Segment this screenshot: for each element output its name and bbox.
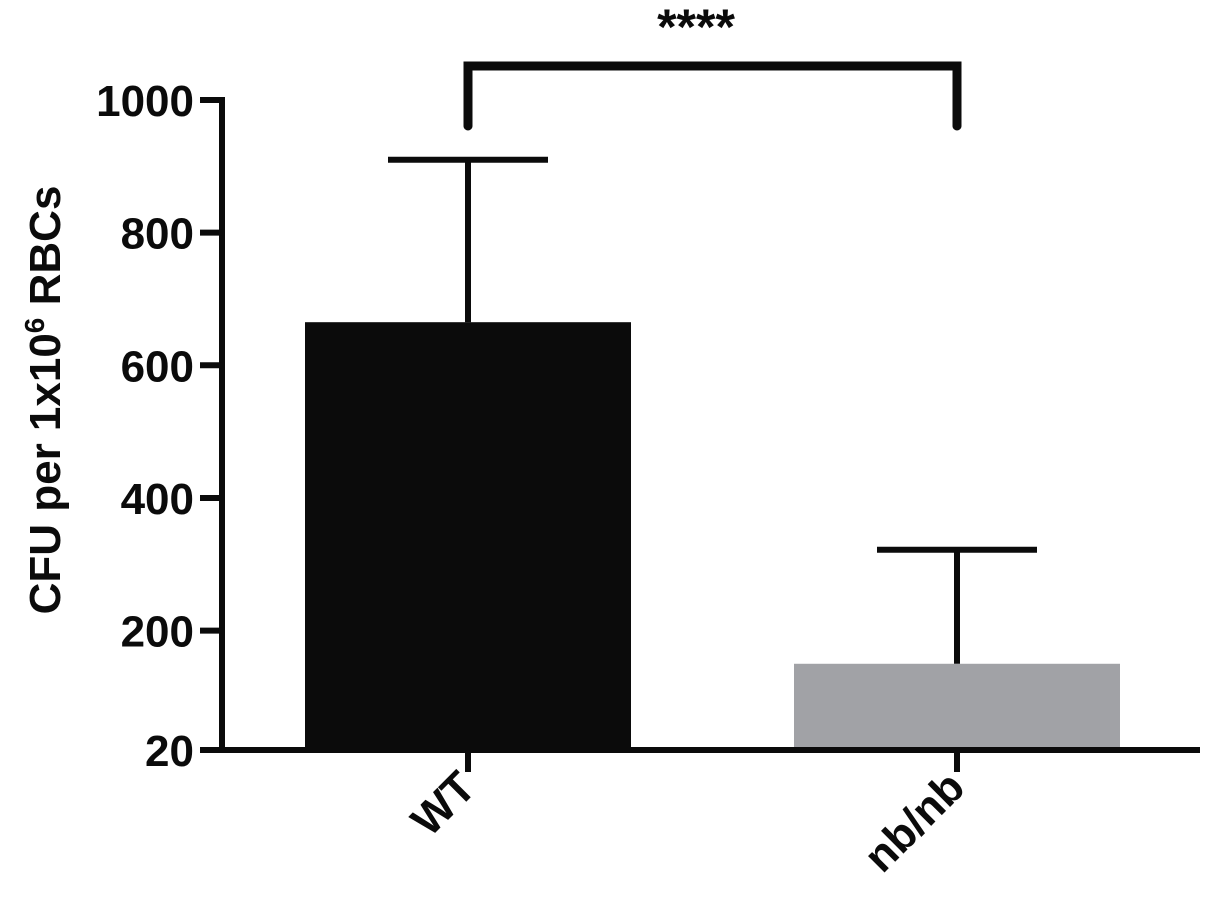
plot-area: 20 200 400 600 800 1000 WT nb/nb (96, 61, 1200, 882)
x-tick-label-1: nb/nb (855, 762, 974, 881)
x-tick-label-0: WT (402, 762, 485, 845)
y-axis-label: CFU per 1x106 RBCs (19, 186, 70, 615)
y-tick-label-5: 1000 (96, 77, 194, 126)
y-tick-label-3: 600 (121, 342, 194, 391)
y-axis-label-suffix: RBCs (21, 186, 70, 318)
y-tick-label-0: 20 (145, 727, 194, 776)
y-axis-label-superscript: 6 (19, 318, 50, 334)
y-axis-label-prefix: CFU per 1x10 (21, 333, 70, 614)
significance-bracket (463, 61, 962, 131)
bar-1 (794, 663, 1120, 750)
bar-0 (305, 322, 631, 750)
significance-marker: **** (657, 0, 735, 55)
y-tick-label-1: 200 (121, 608, 194, 657)
y-tick-label-4: 800 (121, 210, 194, 259)
y-tick-label-2: 400 (121, 475, 194, 524)
